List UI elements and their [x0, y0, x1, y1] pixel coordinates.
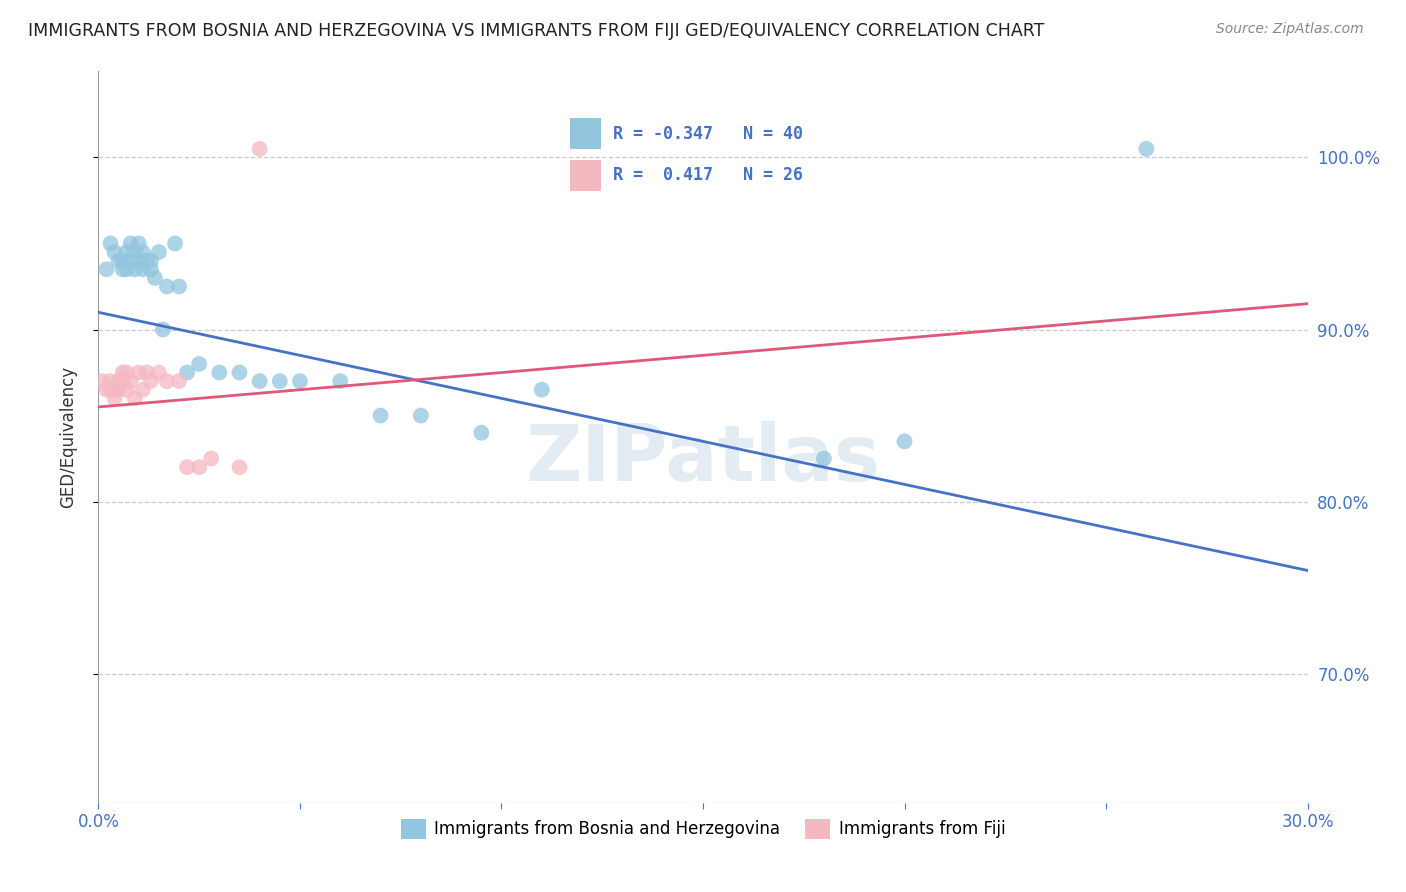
Point	[530, 383, 553, 397]
Point	[91, 374, 114, 388]
Point	[96, 262, 118, 277]
Point	[128, 253, 150, 268]
Point	[103, 245, 125, 260]
Point	[111, 374, 134, 388]
Point	[128, 366, 150, 380]
Point	[813, 451, 835, 466]
Point	[128, 236, 150, 251]
Text: Source: ZipAtlas.com: Source: ZipAtlas.com	[1216, 22, 1364, 37]
Point	[269, 374, 291, 388]
Point	[228, 460, 250, 475]
Point	[100, 383, 122, 397]
Point	[139, 262, 162, 277]
Point	[208, 366, 231, 380]
Point	[370, 409, 392, 423]
Point	[228, 366, 250, 380]
Point	[120, 236, 142, 251]
Point	[115, 383, 138, 397]
Point	[103, 392, 125, 406]
Text: IMMIGRANTS FROM BOSNIA AND HERZEGOVINA VS IMMIGRANTS FROM FIJI GED/EQUIVALENCY C: IMMIGRANTS FROM BOSNIA AND HERZEGOVINA V…	[28, 22, 1045, 40]
Point	[167, 374, 190, 388]
Point	[132, 383, 155, 397]
Point	[132, 245, 155, 260]
Point	[176, 366, 198, 380]
Point	[124, 245, 146, 260]
Point	[120, 253, 142, 268]
Point	[1135, 142, 1157, 156]
Point	[409, 409, 432, 423]
Point	[107, 374, 129, 388]
Point	[167, 279, 190, 293]
Point	[103, 383, 125, 397]
Point	[143, 271, 166, 285]
Point	[96, 383, 118, 397]
Point	[148, 245, 170, 260]
Text: ZIPatlas: ZIPatlas	[526, 421, 880, 497]
Point	[188, 357, 211, 371]
Point	[329, 374, 352, 388]
Point	[249, 374, 271, 388]
Point	[124, 262, 146, 277]
Point	[120, 374, 142, 388]
Point	[139, 253, 162, 268]
Point	[107, 383, 129, 397]
Point	[893, 434, 915, 449]
Point	[115, 245, 138, 260]
Point	[115, 262, 138, 277]
Point	[188, 460, 211, 475]
Point	[111, 262, 134, 277]
Point	[470, 425, 492, 440]
Point	[124, 392, 146, 406]
Point	[107, 253, 129, 268]
Point	[176, 460, 198, 475]
Point	[111, 253, 134, 268]
Point	[100, 236, 122, 251]
Point	[139, 374, 162, 388]
Point	[135, 253, 157, 268]
Point	[156, 374, 179, 388]
Point	[152, 322, 174, 336]
Point	[111, 366, 134, 380]
Point	[100, 374, 122, 388]
Point	[249, 142, 271, 156]
Point	[200, 451, 222, 466]
Point	[148, 366, 170, 380]
Point	[288, 374, 311, 388]
Point	[115, 366, 138, 380]
Y-axis label: GED/Equivalency: GED/Equivalency	[59, 366, 77, 508]
Point	[135, 366, 157, 380]
Legend: Immigrants from Bosnia and Herzegovina, Immigrants from Fiji: Immigrants from Bosnia and Herzegovina, …	[394, 812, 1012, 846]
Point	[163, 236, 186, 251]
Point	[156, 279, 179, 293]
Point	[132, 262, 155, 277]
